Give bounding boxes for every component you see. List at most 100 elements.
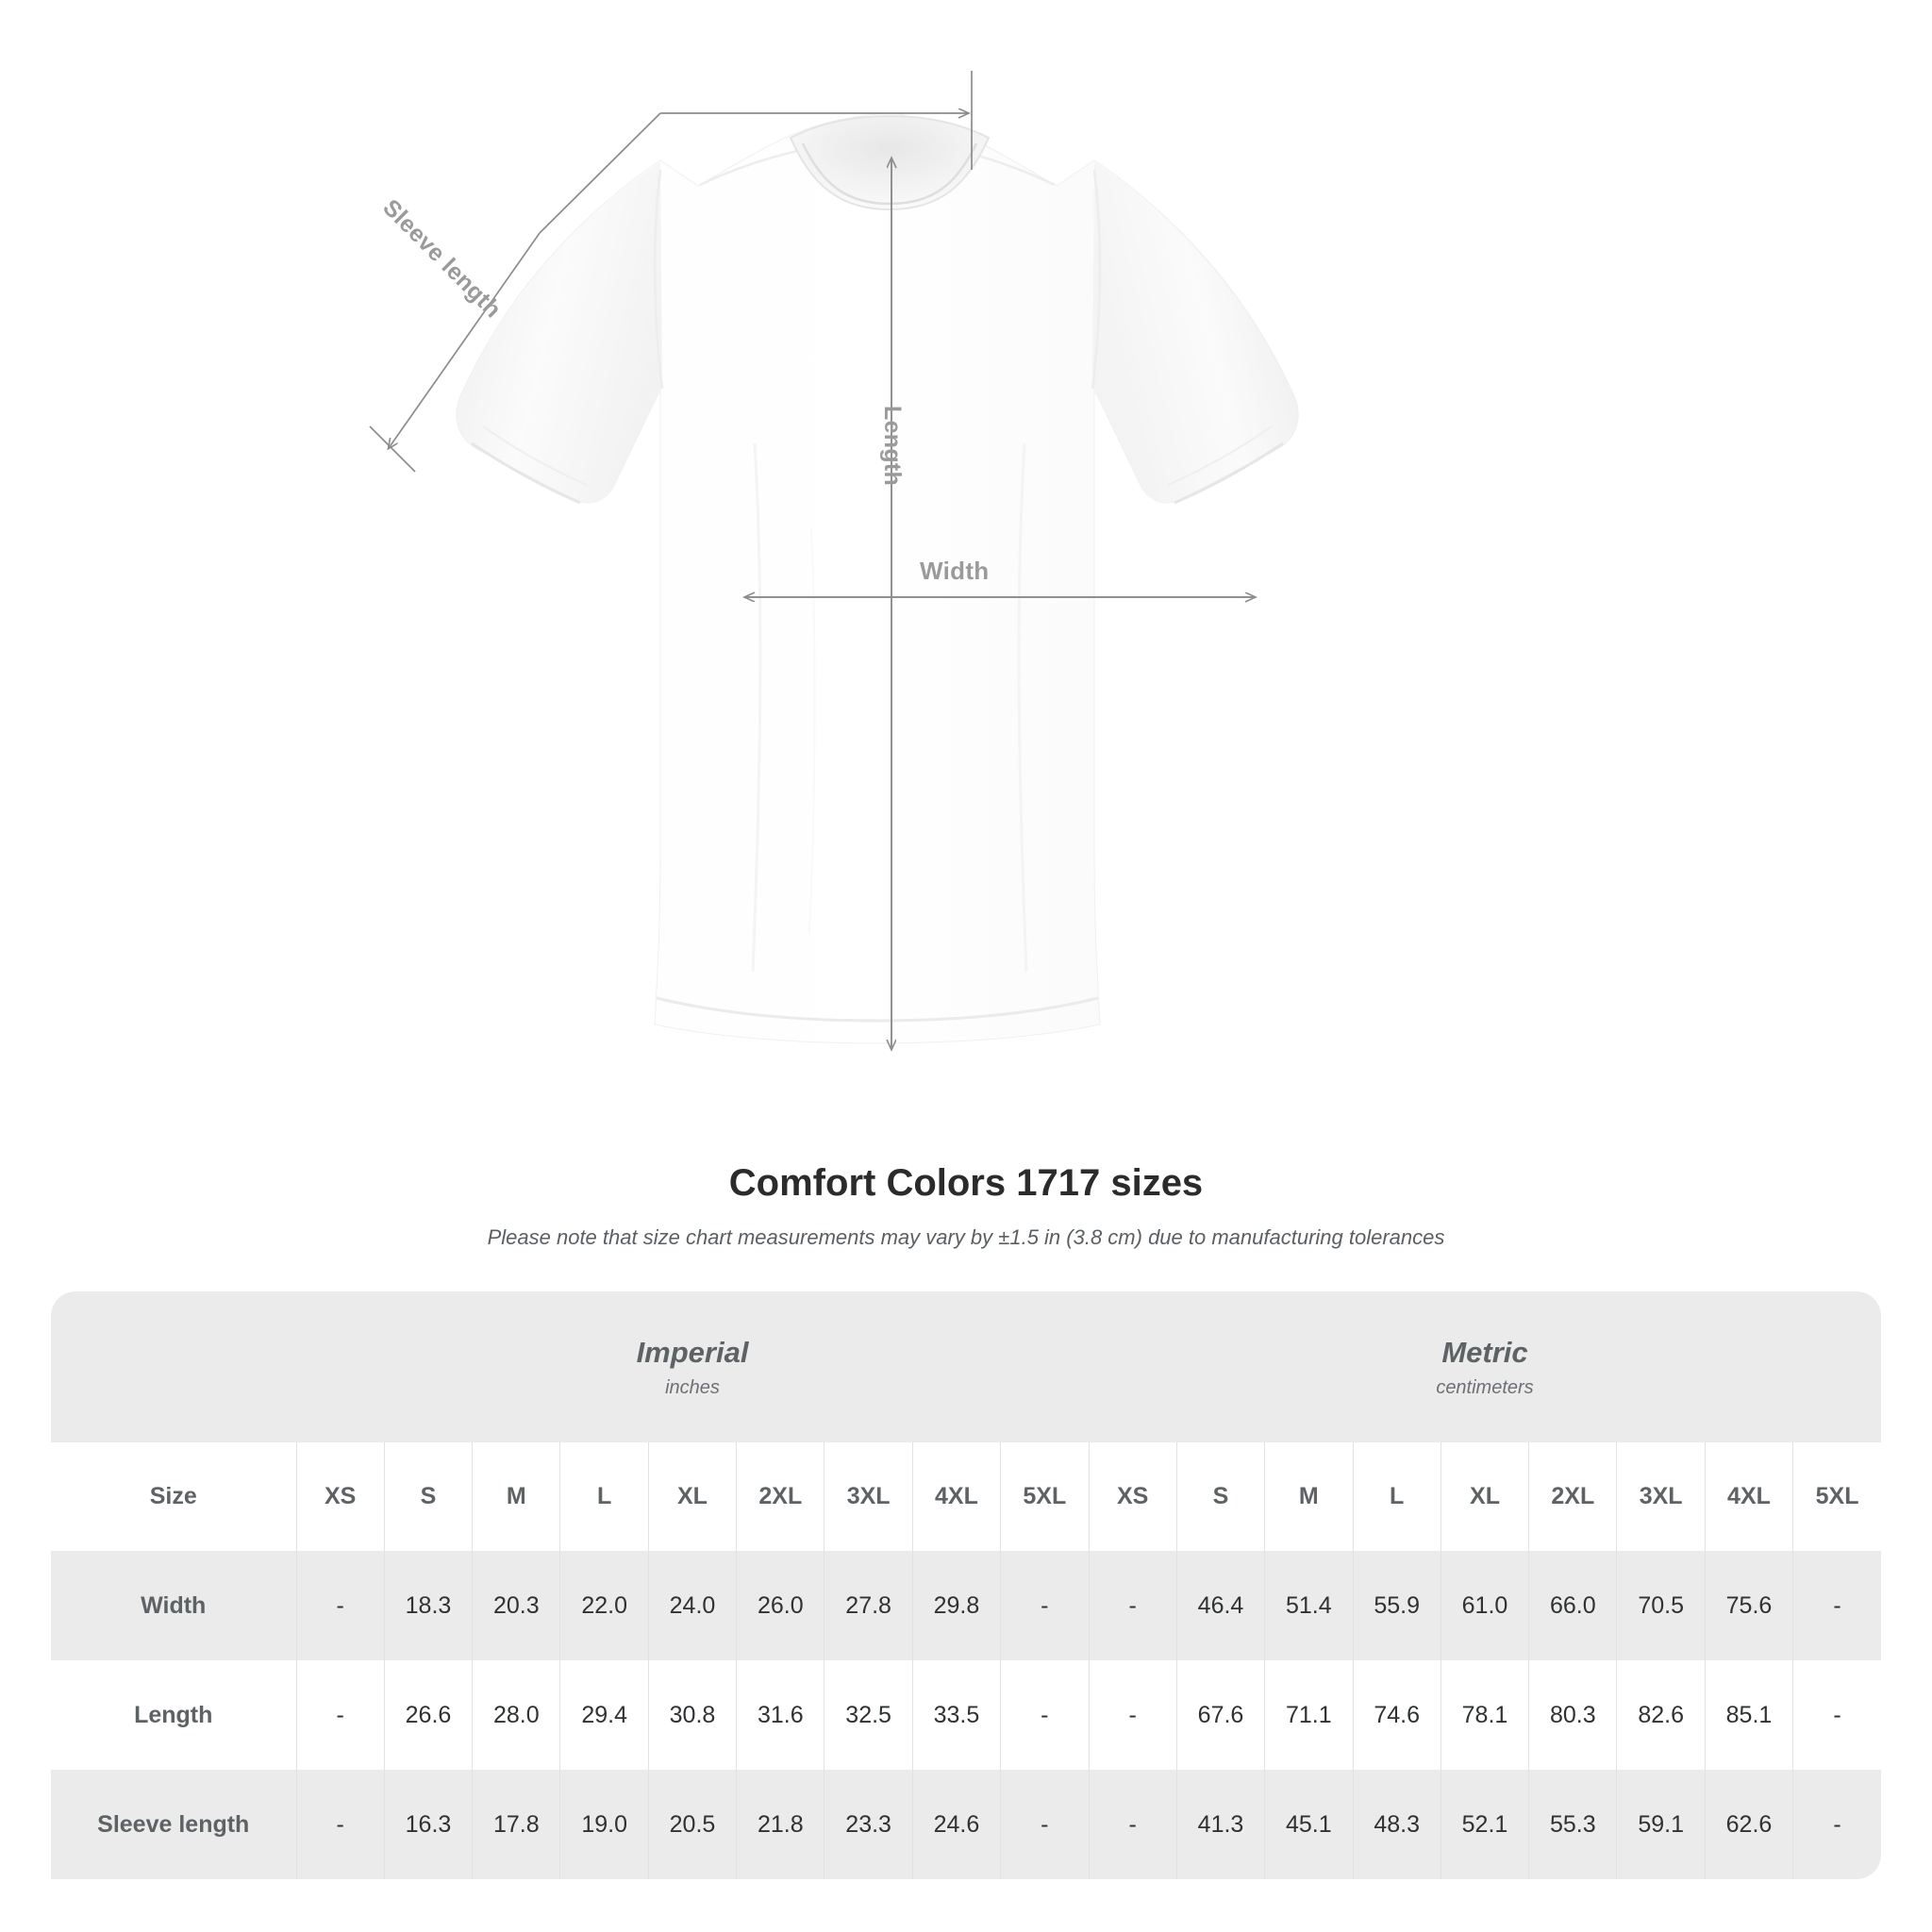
cell-width-imperial-xs: - [295, 1551, 385, 1660]
cell-sleeve-length-imperial-4xl: 24.6 [911, 1770, 1001, 1879]
length-label: Length [879, 406, 906, 487]
cell-width-imperial-2xl: 26.0 [736, 1551, 824, 1660]
cell-width-imperial-xl: 24.0 [647, 1551, 737, 1660]
cell-length-imperial-l: 29.4 [559, 1660, 649, 1770]
unit-subtitle: centimeters [1436, 1377, 1534, 1399]
column-header-imperial-l: L [559, 1442, 649, 1551]
cell-length-imperial-4xl: 33.5 [911, 1660, 1001, 1770]
cell-sleeve-length-metric-4xl: 62.6 [1704, 1770, 1793, 1879]
width-label: Width [920, 557, 990, 585]
cell-length-metric-2xl: 80.3 [1528, 1660, 1617, 1770]
cell-length-metric-xs: - [1088, 1660, 1177, 1770]
cell-sleeve-length-metric-m: 45.1 [1264, 1770, 1353, 1879]
cell-width-imperial-l: 22.0 [559, 1551, 649, 1660]
column-header-imperial-5xl: 5XL [1000, 1442, 1090, 1551]
cell-sleeve-length-metric-xl: 52.1 [1440, 1770, 1529, 1879]
cell-length-imperial-xl: 30.8 [647, 1660, 737, 1770]
cell-sleeve-length-imperial-s: 16.3 [383, 1770, 473, 1879]
unit-subtitle: inches [665, 1377, 720, 1399]
cell-width-metric-5xl: - [1792, 1551, 1881, 1660]
cell-sleeve-length-metric-s: 41.3 [1175, 1770, 1265, 1879]
column-header-imperial-2xl: 2XL [736, 1442, 824, 1551]
cell-length-metric-m: 71.1 [1264, 1660, 1353, 1770]
column-header-imperial-3xl: 3XL [824, 1442, 913, 1551]
cell-sleeve-length-imperial-5xl: - [1000, 1770, 1090, 1879]
unit-name: Imperial [636, 1335, 749, 1369]
cell-length-imperial-2xl: 31.6 [736, 1660, 824, 1770]
column-header-metric-m: M [1264, 1442, 1353, 1551]
page-subtitle: Please note that size chart measurements… [487, 1225, 1445, 1249]
cell-width-metric-xl: 61.0 [1440, 1551, 1529, 1660]
column-header-metric-5xl: 5XL [1792, 1442, 1881, 1551]
cell-sleeve-length-metric-xs: - [1088, 1770, 1177, 1879]
cell-width-imperial-4xl: 29.8 [911, 1551, 1001, 1660]
cell-length-metric-4xl: 85.1 [1704, 1660, 1793, 1770]
unit-name: Metric [1441, 1335, 1528, 1369]
column-header-metric-s: S [1175, 1442, 1265, 1551]
unit-header-imperial: Imperial inches [296, 1291, 1090, 1442]
cell-width-metric-xs: - [1088, 1551, 1177, 1660]
column-header-imperial-m: M [472, 1442, 560, 1551]
row-label-length: Length [51, 1660, 296, 1770]
cell-sleeve-length-metric-l: 48.3 [1352, 1770, 1441, 1879]
column-header-size: Size [51, 1442, 296, 1551]
cell-width-imperial-m: 20.3 [472, 1551, 560, 1660]
table-row: Sleeve length -16.3 17.8 19.0 20.5 21.8 23.3 24… [51, 1770, 1881, 1879]
row-label-sleeve-length: Sleeve length [51, 1770, 296, 1879]
size-table-container: Imperial inches Metric centimeters Size XS S M L… [51, 1291, 1881, 1879]
sleeve-upper-segment [539, 112, 661, 234]
tshirt-illustration [369, 71, 1299, 1113]
cell-width-imperial-s: 18.3 [383, 1551, 473, 1660]
cell-sleeve-length-imperial-2xl: 21.8 [736, 1770, 824, 1879]
unit-header-metric: Metric centimeters [1089, 1291, 1881, 1442]
column-header-imperial-s: S [383, 1442, 473, 1551]
cell-sleeve-length-metric-3xl: 59.1 [1616, 1770, 1706, 1879]
cell-width-metric-m: 51.4 [1264, 1551, 1353, 1660]
column-header-imperial-xs: XS [295, 1442, 385, 1551]
row-label-width: Width [51, 1551, 296, 1660]
cell-length-metric-3xl: 82.6 [1616, 1660, 1706, 1770]
column-header-metric-xs: XS [1088, 1442, 1177, 1551]
cell-sleeve-length-imperial-l: 19.0 [559, 1770, 649, 1879]
cell-length-imperial-m: 28.0 [472, 1660, 560, 1770]
sleeve-end-tick [369, 425, 416, 473]
sleeve-length-line [389, 232, 541, 448]
cell-length-imperial-s: 26.6 [383, 1660, 473, 1770]
cell-width-metric-4xl: 75.6 [1704, 1551, 1793, 1660]
size-header-row: Size XS S M L XL 2XL 3XL 4XL 5XL XS S M L XL 2XL 3XL 4XL 5… [51, 1442, 1881, 1551]
cell-sleeve-length-metric-5xl: - [1792, 1770, 1881, 1879]
column-header-metric-3xl: 3XL [1616, 1442, 1706, 1551]
column-header-metric-xl: XL [1440, 1442, 1529, 1551]
cell-length-imperial-5xl: - [1000, 1660, 1090, 1770]
cell-width-metric-3xl: 70.5 [1616, 1551, 1706, 1660]
column-header-metric-2xl: 2XL [1528, 1442, 1617, 1551]
unit-header-row: Imperial inches Metric centimeters [51, 1291, 1881, 1442]
tshirt-shape [456, 112, 1299, 1044]
table-row: Width -18.3 20.3 22.0 24.0 26.0 27.8 29.8- -46.4… [51, 1551, 1881, 1660]
column-header-metric-l: L [1352, 1442, 1441, 1551]
unit-header-spacer [51, 1291, 296, 1442]
cell-sleeve-length-imperial-xl: 20.5 [647, 1770, 737, 1879]
cell-length-metric-s: 67.6 [1175, 1660, 1265, 1770]
cell-length-metric-5xl: - [1792, 1660, 1881, 1770]
cell-width-imperial-3xl: 27.8 [824, 1551, 913, 1660]
cell-sleeve-length-imperial-m: 17.8 [472, 1770, 560, 1879]
size-table: Imperial inches Metric centimeters Size XS S M L… [51, 1291, 1881, 1879]
cell-width-imperial-5xl: - [1000, 1551, 1090, 1660]
cell-length-metric-l: 74.6 [1352, 1660, 1441, 1770]
cell-width-metric-l: 55.9 [1352, 1551, 1441, 1660]
column-header-imperial-4xl: 4XL [911, 1442, 1001, 1551]
table-row: Length -26.6 28.0 29.4 30.8 31.6 32.5 33.5- -67.… [51, 1660, 1881, 1770]
page-title: Comfort Colors 1717 sizes [728, 1162, 1204, 1204]
column-header-imperial-xl: XL [647, 1442, 737, 1551]
cell-sleeve-length-metric-2xl: 55.3 [1528, 1770, 1617, 1879]
cell-sleeve-length-imperial-xs: - [295, 1770, 385, 1879]
cell-length-metric-xl: 78.1 [1440, 1660, 1529, 1770]
dimension-lines [369, 71, 1255, 1049]
cell-width-metric-2xl: 66.0 [1528, 1551, 1617, 1660]
column-header-metric-4xl: 4XL [1704, 1442, 1793, 1551]
cell-length-imperial-xs: - [295, 1660, 385, 1770]
cell-width-metric-s: 46.4 [1175, 1551, 1265, 1660]
cell-length-imperial-3xl: 32.5 [824, 1660, 913, 1770]
